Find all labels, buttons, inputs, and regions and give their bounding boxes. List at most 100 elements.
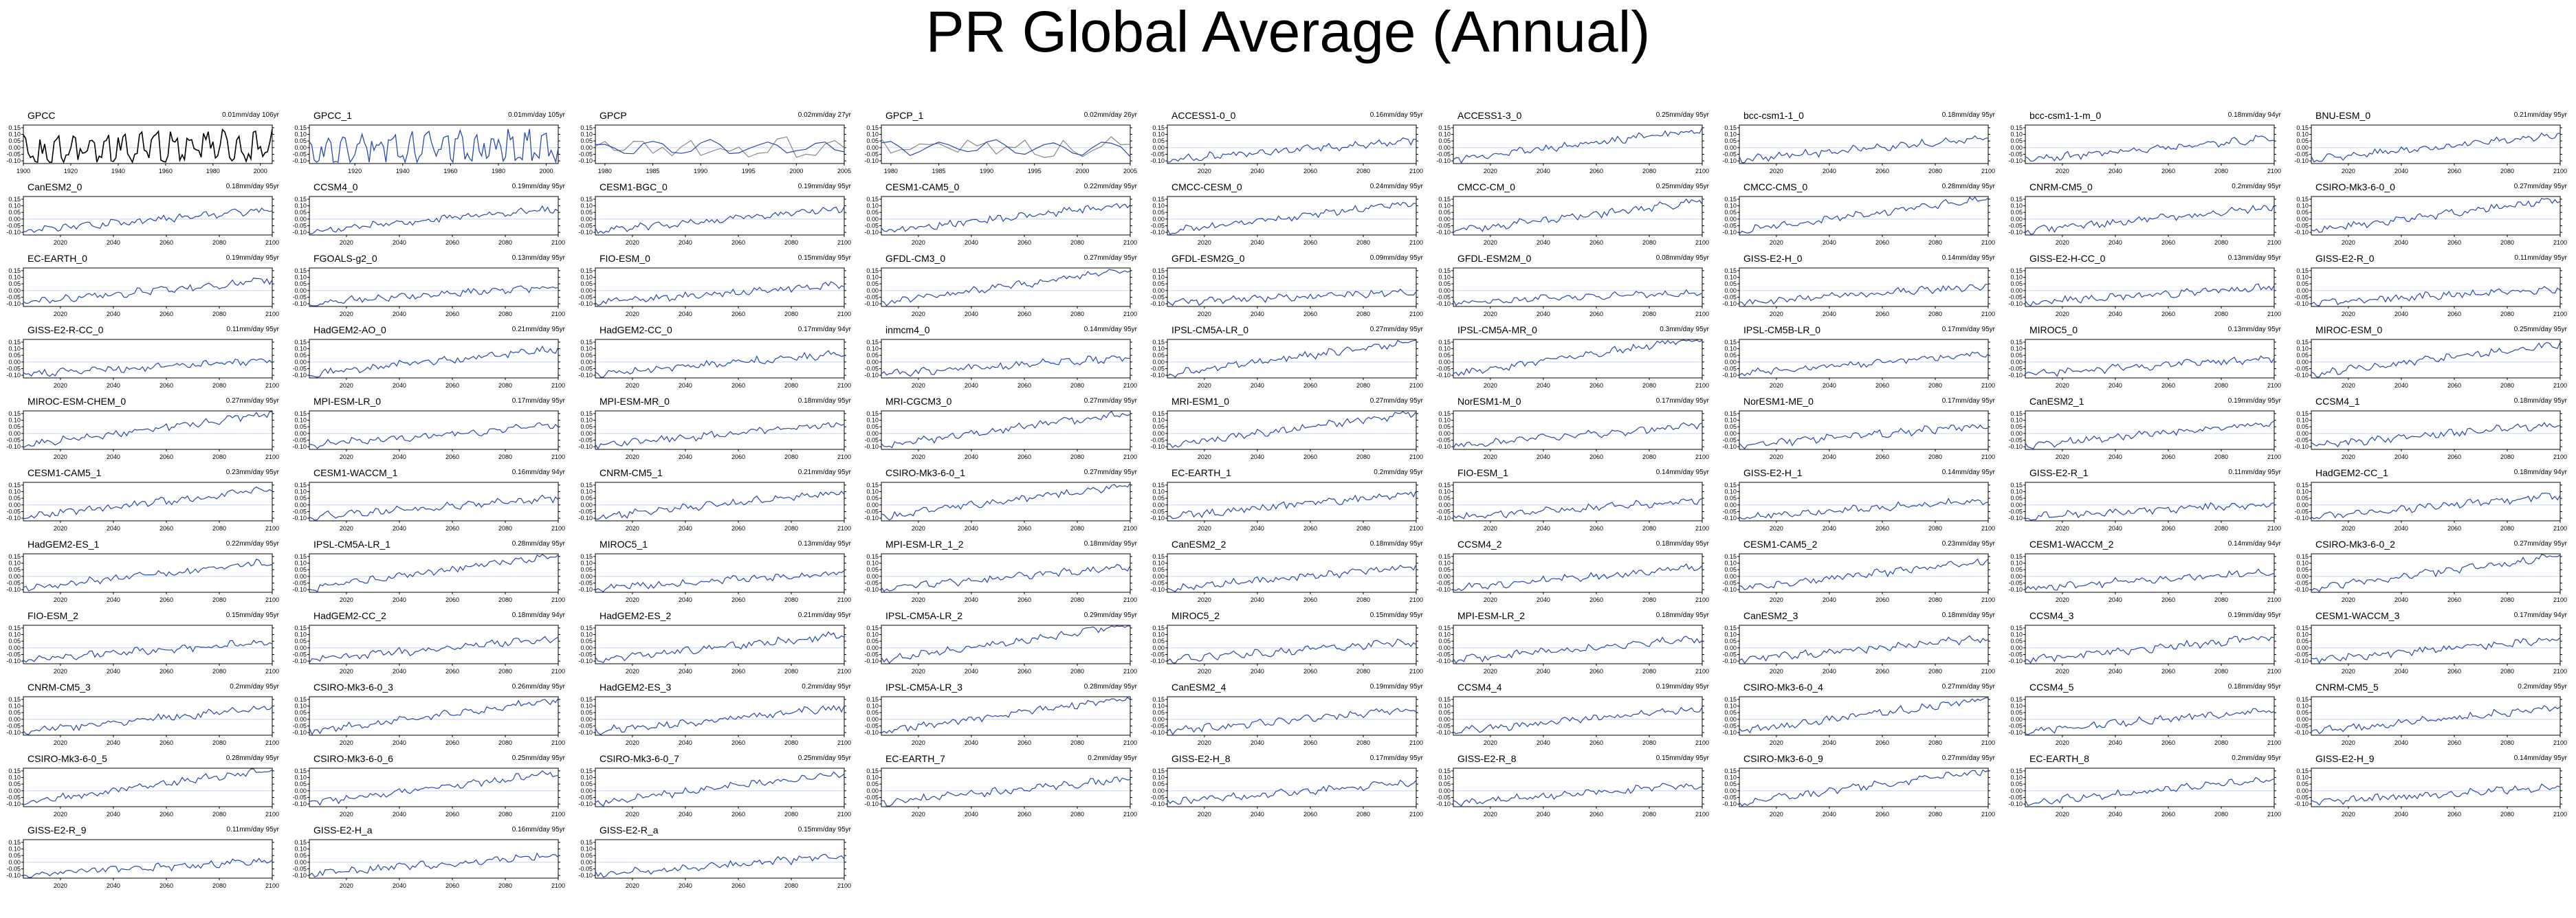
plot-frame	[2025, 267, 2275, 307]
x-tick-label: 2020	[2056, 168, 2069, 175]
y-tick-label: 0.10	[2296, 560, 2309, 567]
y-tick-label: 0.15	[294, 839, 307, 846]
y-tick-label: -0.05	[6, 293, 21, 300]
y-tick-label: -0.05	[1436, 651, 1451, 658]
y-tick-label: -0.05	[864, 293, 879, 300]
series-line	[1453, 339, 1703, 377]
plot-frame	[1739, 625, 1989, 664]
panel-trend-label: 0.27mm/day 95yr	[1941, 683, 1995, 691]
y-tick-label: 0.00	[580, 859, 593, 866]
x-tick-label: 2020	[626, 882, 639, 889]
plot-frame	[1453, 482, 1703, 522]
x-tick-label: 2080	[498, 882, 512, 889]
panel-trend-label: 0.19mm/day 95yr	[2227, 397, 2281, 405]
series-line	[23, 706, 273, 735]
series-line	[1167, 638, 1417, 664]
x-tick-label: 2080	[784, 454, 798, 460]
y-tick-label: 0.00	[580, 645, 593, 651]
plot-frame	[1739, 339, 1989, 379]
panel: CSIRO-Mk3-6-0_2 0.27mm/day 95yr 0.15 0.10 0.…	[2288, 539, 2574, 610]
x-tick-label: 2080	[212, 811, 226, 818]
panel-title: MIROC5_2	[1171, 610, 1220, 621]
y-tick-label: 0.15	[1438, 696, 1451, 703]
y-tick-label: 0.10	[1724, 274, 1737, 281]
y-tick-label: 0.15	[2296, 553, 2309, 560]
panel: HadGEM2-ES_2 0.21mm/day 95yr 0.15 0.10 0.05 0…	[572, 610, 858, 682]
series-line	[881, 776, 1131, 807]
x-tick-label: 2080	[1642, 739, 1656, 746]
y-tick-label: 0.00	[294, 716, 307, 723]
y-tick-label: 0.15	[2010, 196, 2023, 203]
panel-title: IPSL-CM5A-MR_0	[1457, 324, 1537, 335]
panel: GISS-E2-H_a 0.16mm/day 95yr 0.15 0.10 0.05 0.…	[286, 825, 572, 896]
panel-title: CCSM4_3	[2029, 610, 2074, 621]
y-tick-label: 0.05	[1152, 423, 1165, 430]
x-tick-label: 2100	[1409, 811, 1423, 818]
y-tick-label: 0.15	[580, 196, 593, 203]
panel-title: GFDL-CM3_0	[885, 253, 946, 264]
panel: HadGEM2-CC_2 0.18mm/day 94yr 0.15 0.10 0.05 0…	[286, 610, 572, 682]
y-tick-label: -0.10	[6, 372, 21, 379]
panel-title: GISS-E2-R_a	[599, 825, 659, 836]
x-tick-label: 2100	[1123, 382, 1137, 389]
x-tick-label: 2100	[2267, 811, 2281, 818]
x-tick-label: 2100	[1409, 596, 1423, 603]
y-tick-label: 0.05	[1438, 423, 1451, 430]
x-tick-label: 2060	[445, 382, 459, 389]
y-tick-label: 0.05	[2296, 352, 2309, 359]
panel-title: CNRM-CM5_3	[27, 682, 91, 693]
x-tick-label: 2040	[965, 454, 978, 460]
y-tick-label: -0.10	[2294, 300, 2309, 307]
series-line	[23, 128, 273, 164]
x-tick-label: 2040	[2395, 811, 2408, 818]
x-tick-label: 2100	[1981, 239, 1995, 246]
y-tick-label: 0.10	[1152, 631, 1165, 638]
x-tick-label: 2040	[1823, 239, 1836, 246]
x-tick-label: 2060	[1875, 525, 1889, 532]
panel: ACCESS1-3_0 0.25mm/day 95yr 0.15 0.10 0.05 0.…	[1430, 110, 1716, 181]
series-line	[2311, 493, 2561, 519]
x-tick-label: 1985	[932, 168, 946, 175]
y-tick-label: 0.10	[2296, 489, 2309, 495]
x-tick-label: 2080	[1928, 168, 1942, 175]
x-tick-label: 2020	[626, 311, 639, 317]
x-tick-label: 2040	[2109, 168, 2122, 175]
series-line	[23, 768, 273, 805]
series-line	[309, 128, 559, 164]
x-tick-label: 2080	[2214, 382, 2228, 389]
panel: FGOALS-g2_0 0.13mm/day 95yr 0.15 0.10 0.05 0.…	[286, 253, 572, 324]
y-tick-label: 0.15	[2296, 410, 2309, 417]
panel-title: CanESM2_3	[1743, 610, 1798, 621]
plot-frame	[1739, 482, 1989, 522]
plot-frame	[309, 410, 559, 450]
panel-trend-label: 0.19mm/day 95yr	[511, 183, 565, 190]
x-tick-label: 2020	[1198, 239, 1211, 246]
x-tick-label: 2080	[1642, 811, 1656, 818]
plot-frame	[2311, 339, 2561, 379]
y-tick-label: 0.10	[2010, 417, 2023, 424]
x-tick-label: 2060	[2447, 239, 2461, 246]
panel: GFDL-CM3_0 0.27mm/day 95yr 0.15 0.10 0.05 0.0…	[858, 253, 1144, 324]
panel-title: CCSM4_2	[1457, 539, 1502, 550]
x-tick-label: 2040	[2109, 311, 2122, 317]
panel-trend-label: 0.21mm/day 95yr	[2513, 111, 2567, 119]
y-tick-label: -0.05	[1150, 579, 1165, 586]
y-tick-label: 0.05	[580, 137, 593, 144]
x-tick-label: 2080	[1070, 739, 1084, 746]
x-tick-label: 2060	[1589, 596, 1603, 603]
x-tick-label: 2040	[965, 239, 978, 246]
x-tick-label: 2020	[340, 739, 353, 746]
x-tick-label: 2100	[1695, 454, 1709, 460]
plot-frame	[881, 339, 1131, 379]
y-tick-label: -0.10	[2294, 515, 2309, 522]
y-tick-label: -0.05	[1150, 293, 1165, 300]
x-tick-label: 2080	[1356, 525, 1370, 532]
y-tick-label: 0.05	[2010, 423, 2023, 430]
